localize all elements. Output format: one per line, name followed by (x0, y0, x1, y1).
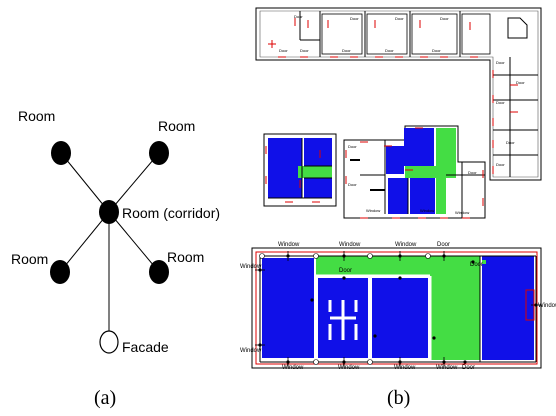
window-label: Window (420, 208, 434, 213)
door-label: Door (300, 48, 309, 53)
floor-plan-middle: Door Door Window Window Window Door (343, 125, 486, 219)
floor-plan-top (255, 7, 542, 181)
floor-plan-bottom: Window Window Window Door Door Door Wind… (240, 242, 556, 371)
graph-node-room-top-right (149, 141, 169, 165)
node-label-room-top-left: Room (18, 108, 55, 124)
window-label: Window (339, 242, 361, 248)
graph-node-room-bottom-left (50, 260, 70, 284)
door-label: Door (294, 14, 303, 19)
door-label: Door (348, 182, 357, 187)
floor-plan-small (263, 133, 337, 207)
door-label: Door (506, 140, 515, 145)
door-label: Door (437, 242, 450, 248)
graph-node-room-bottom-right (149, 260, 169, 284)
window-label: Window (240, 348, 262, 354)
door-label: Door (440, 16, 449, 21)
graph-edge (59, 211, 110, 273)
graph-node-room-top-left (51, 141, 71, 165)
door-label: Door (496, 60, 505, 65)
door-label: Door (470, 262, 483, 268)
node-label-room-top-right: Room (158, 118, 195, 134)
window-label: Window (282, 365, 304, 371)
door-label: Door (385, 48, 394, 53)
caption-b: (b) (387, 387, 410, 409)
plan-top-labels: Door Door Door Door Door Door Door Door … (279, 14, 525, 167)
graph-node-facade (99, 330, 119, 354)
node-label-room-bottom-right: Room (167, 249, 204, 265)
door-label: Door (516, 80, 525, 85)
door-label: Door (279, 48, 288, 53)
door-label: Door (348, 144, 357, 149)
door-label: Door (339, 268, 352, 274)
window-label: Window (278, 242, 300, 248)
window-label: Window (395, 242, 417, 248)
node-label-room-bottom-left: Room (11, 251, 48, 267)
window-label: Window (338, 365, 360, 371)
room-graph: Room Room Room (corridor) Room Room Faca… (11, 108, 220, 355)
window-label: Window (366, 208, 380, 213)
door-label: Door (432, 48, 441, 53)
door-label: Door (468, 170, 477, 175)
window-label: Window (436, 365, 458, 371)
door-label: Door (342, 48, 351, 53)
door-label: Door (350, 16, 359, 21)
door-label: Door (462, 365, 475, 371)
building-outline-inner (259, 10, 539, 178)
door-label: Door (496, 100, 505, 105)
node-label-room-corridor: Room (corridor) (122, 205, 220, 221)
window-label: Window (240, 264, 262, 270)
graph-edge (108, 152, 160, 213)
plan-top-markers (268, 18, 518, 174)
graph-node-room-corridor (99, 200, 119, 224)
building-outline (255, 7, 542, 181)
graph-edge (108, 211, 160, 273)
window-label: Window (455, 210, 469, 215)
node-label-facade: Facade (122, 339, 169, 355)
graph-edge (60, 152, 110, 213)
window-label: Window (394, 365, 416, 371)
window-label: Window (538, 303, 556, 309)
door-label: Door (496, 162, 505, 167)
caption-a: (a) (94, 387, 116, 409)
door-label: Door (395, 16, 404, 21)
